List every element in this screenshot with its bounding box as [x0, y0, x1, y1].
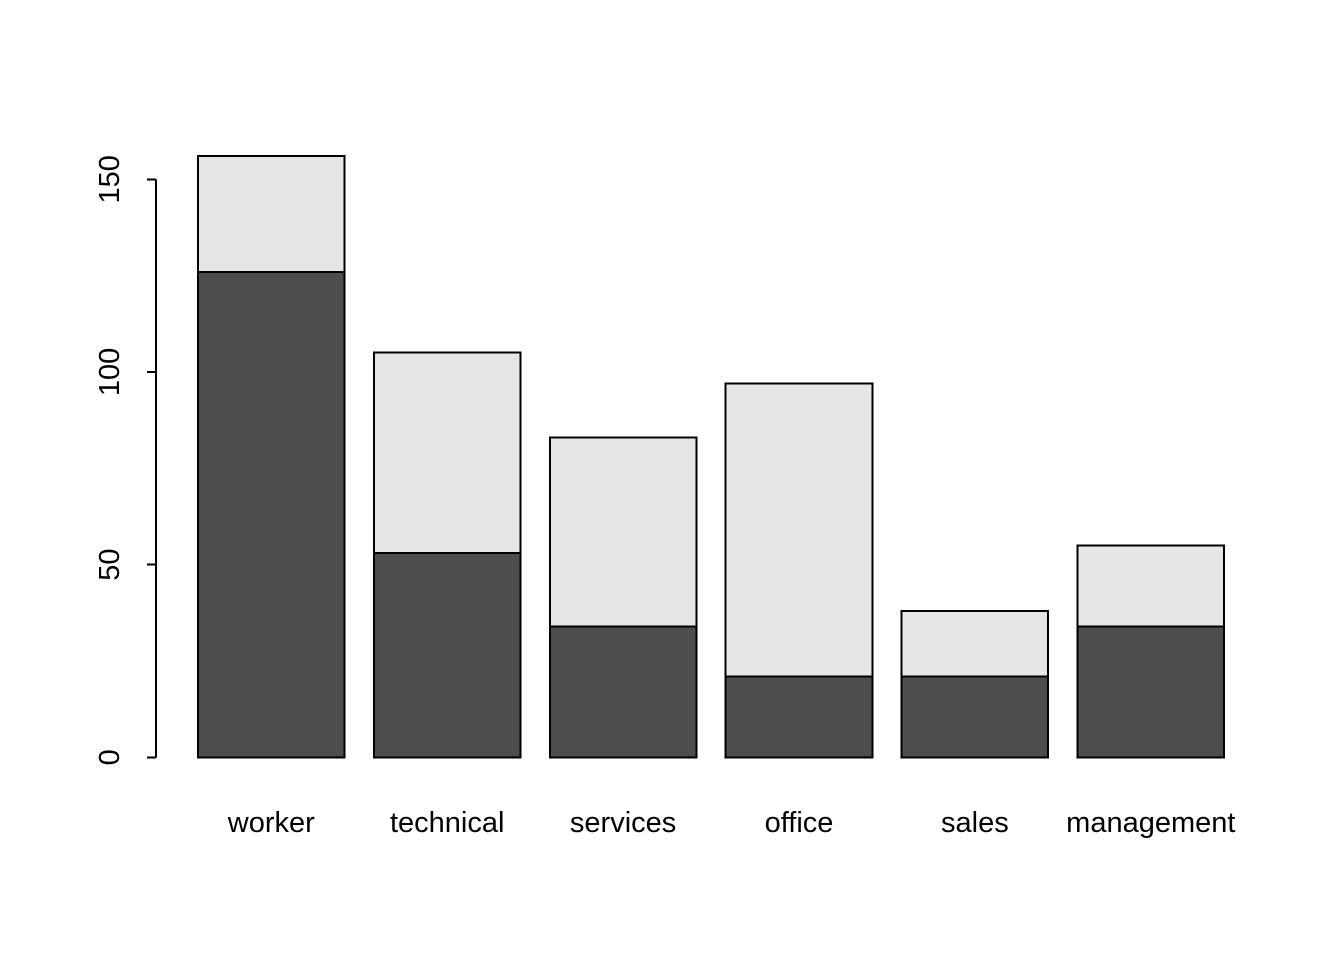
x-axis-category-label-technical: technical [390, 807, 504, 839]
x-axis-category-label-worker: worker [227, 807, 315, 839]
bar-segment-sales-light [900, 609, 1050, 678]
x-axis-category-label-sales: sales [941, 807, 1009, 839]
bar-segment-management-dark [1076, 625, 1226, 759]
y-axis-tick-label: 50 [94, 549, 126, 581]
y-axis-tick-label: 0 [94, 749, 126, 765]
x-axis-category-label-services: services [570, 807, 676, 839]
y-axis-tick-label: 150 [94, 155, 126, 203]
bar-segment-sales-dark [900, 675, 1050, 759]
bar-segment-technical-dark [372, 552, 522, 759]
bar-segment-worker-light [197, 155, 346, 273]
y-axis-tick-label: 100 [94, 348, 126, 396]
bar-segment-office-light [724, 382, 874, 678]
x-axis-category-label-management: management [1066, 807, 1235, 839]
bar-segment-technical-light [372, 351, 522, 555]
bar-segment-management-light [1076, 544, 1226, 628]
bar-segment-worker-dark [197, 270, 346, 759]
bar-segment-services-light [548, 436, 698, 628]
x-axis-category-label-office: office [765, 807, 834, 839]
bar-segment-services-dark [548, 625, 698, 759]
bar-segment-office-dark [724, 675, 874, 759]
